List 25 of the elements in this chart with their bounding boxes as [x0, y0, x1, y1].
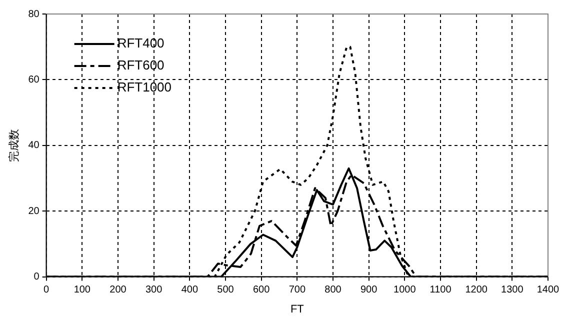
x-tick-label: 400 — [181, 284, 198, 296]
x-tick-label: 300 — [145, 284, 163, 296]
x-tick-label: 1300 — [501, 284, 524, 296]
x-tick-label: 800 — [324, 284, 342, 296]
legend-label: RFT1000 — [117, 80, 172, 95]
x-tick-label: 1000 — [394, 284, 416, 296]
x-tick-label: 1400 — [536, 284, 560, 296]
x-tick-label: 1100 — [430, 284, 452, 296]
x-axis-title: FT — [290, 303, 304, 316]
x-tick-label: 600 — [252, 284, 270, 296]
x-tick-label: 1200 — [465, 284, 488, 296]
y-tick-label: 80 — [28, 8, 40, 20]
y-axis-title: 完成数 — [7, 128, 20, 162]
x-tick-label: 0 — [44, 284, 50, 296]
y-tick-label: 0 — [34, 272, 40, 283]
x-tick-label: 500 — [217, 284, 234, 296]
x-tick-label: 900 — [360, 284, 378, 296]
y-tick-label: 60 — [28, 74, 40, 86]
x-tick-label: 200 — [110, 284, 127, 296]
legend-label: RFT600 — [117, 58, 164, 73]
x-tick-label: 700 — [288, 284, 306, 296]
y-tick-label: 20 — [28, 206, 40, 217]
y-tick-label: 40 — [28, 140, 40, 152]
legend-label: RFT400 — [117, 36, 164, 51]
x-tick-label: 100 — [74, 284, 91, 296]
